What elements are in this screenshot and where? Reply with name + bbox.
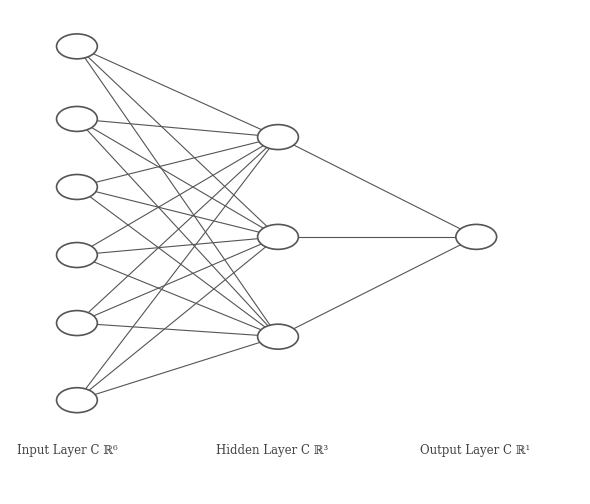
Ellipse shape <box>57 34 97 59</box>
Text: Input Layer C ℝ⁶: Input Layer C ℝ⁶ <box>18 444 118 457</box>
Ellipse shape <box>57 388 97 413</box>
Ellipse shape <box>57 310 97 336</box>
Ellipse shape <box>57 174 97 200</box>
Ellipse shape <box>258 124 299 150</box>
Text: Hidden Layer C ℝ³: Hidden Layer C ℝ³ <box>216 444 328 457</box>
Ellipse shape <box>258 224 299 249</box>
Ellipse shape <box>57 242 97 268</box>
Ellipse shape <box>258 324 299 349</box>
Ellipse shape <box>57 106 97 132</box>
Text: Output Layer C ℝ¹: Output Layer C ℝ¹ <box>419 444 530 457</box>
Ellipse shape <box>456 224 497 249</box>
